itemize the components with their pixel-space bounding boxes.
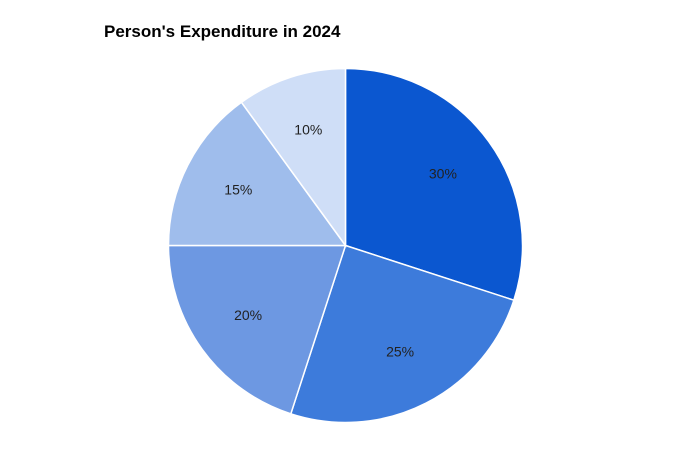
pie-slice-10 [240,67,347,248]
slice-label-10: 10% [294,122,322,138]
slice-label-30: 30% [429,166,457,182]
slice-label-15: 15% [224,182,252,198]
pie-slice-15 [167,101,347,247]
pie-slice-30 [344,67,524,302]
chart-title: Person's Expenditure in 2024 [104,22,341,41]
pie-slice-25 [289,244,515,424]
slice-label-25: 25% [386,343,414,359]
slice-label-20: 20% [234,307,262,323]
pie-slice-20 [167,244,347,415]
